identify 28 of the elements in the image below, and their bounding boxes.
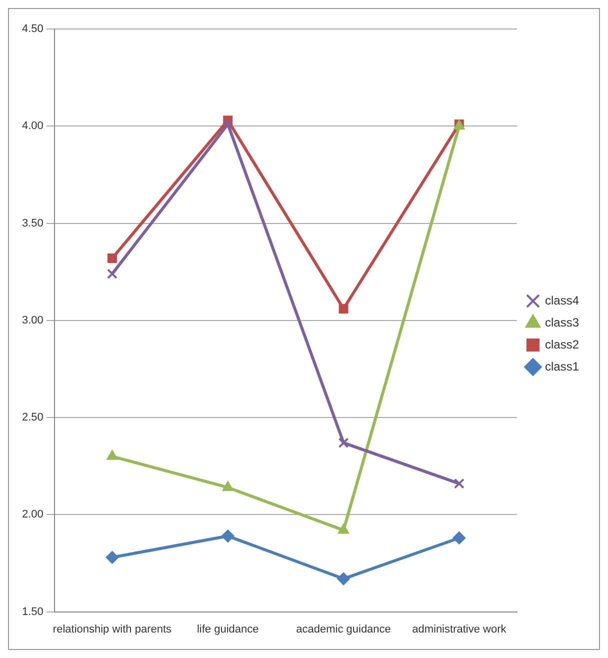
x-tick-label: relationship with parents (52, 623, 172, 636)
y-tick-label: 3.50 (22, 217, 44, 230)
y-tick-label: 4.00 (22, 120, 44, 132)
y-tick-label: 2.00 (22, 508, 44, 521)
point (222, 480, 234, 491)
y-tick-label: 2.50 (22, 412, 44, 424)
point (221, 530, 234, 543)
x-tick-label: life guidance (196, 623, 259, 636)
point (106, 450, 118, 460)
x-tick-label: administrative work (412, 623, 507, 636)
point (452, 531, 466, 544)
point (338, 438, 349, 448)
point (338, 524, 350, 534)
y-tick-label: 1.50 (22, 606, 44, 618)
point (222, 118, 234, 130)
point (107, 253, 117, 263)
legend-label: class3 (544, 315, 580, 330)
point (454, 478, 464, 489)
y-tick-label: 4.50 (22, 23, 44, 36)
y-tick-label: 3.00 (22, 314, 44, 326)
x-tick-label: academic guidance (296, 623, 391, 636)
point (338, 304, 348, 314)
legend-label: class4 (544, 293, 580, 308)
point (106, 550, 119, 564)
legend-label: class1 (544, 359, 580, 374)
point (106, 268, 118, 280)
legend-label: class2 (544, 337, 580, 352)
point (337, 572, 350, 586)
